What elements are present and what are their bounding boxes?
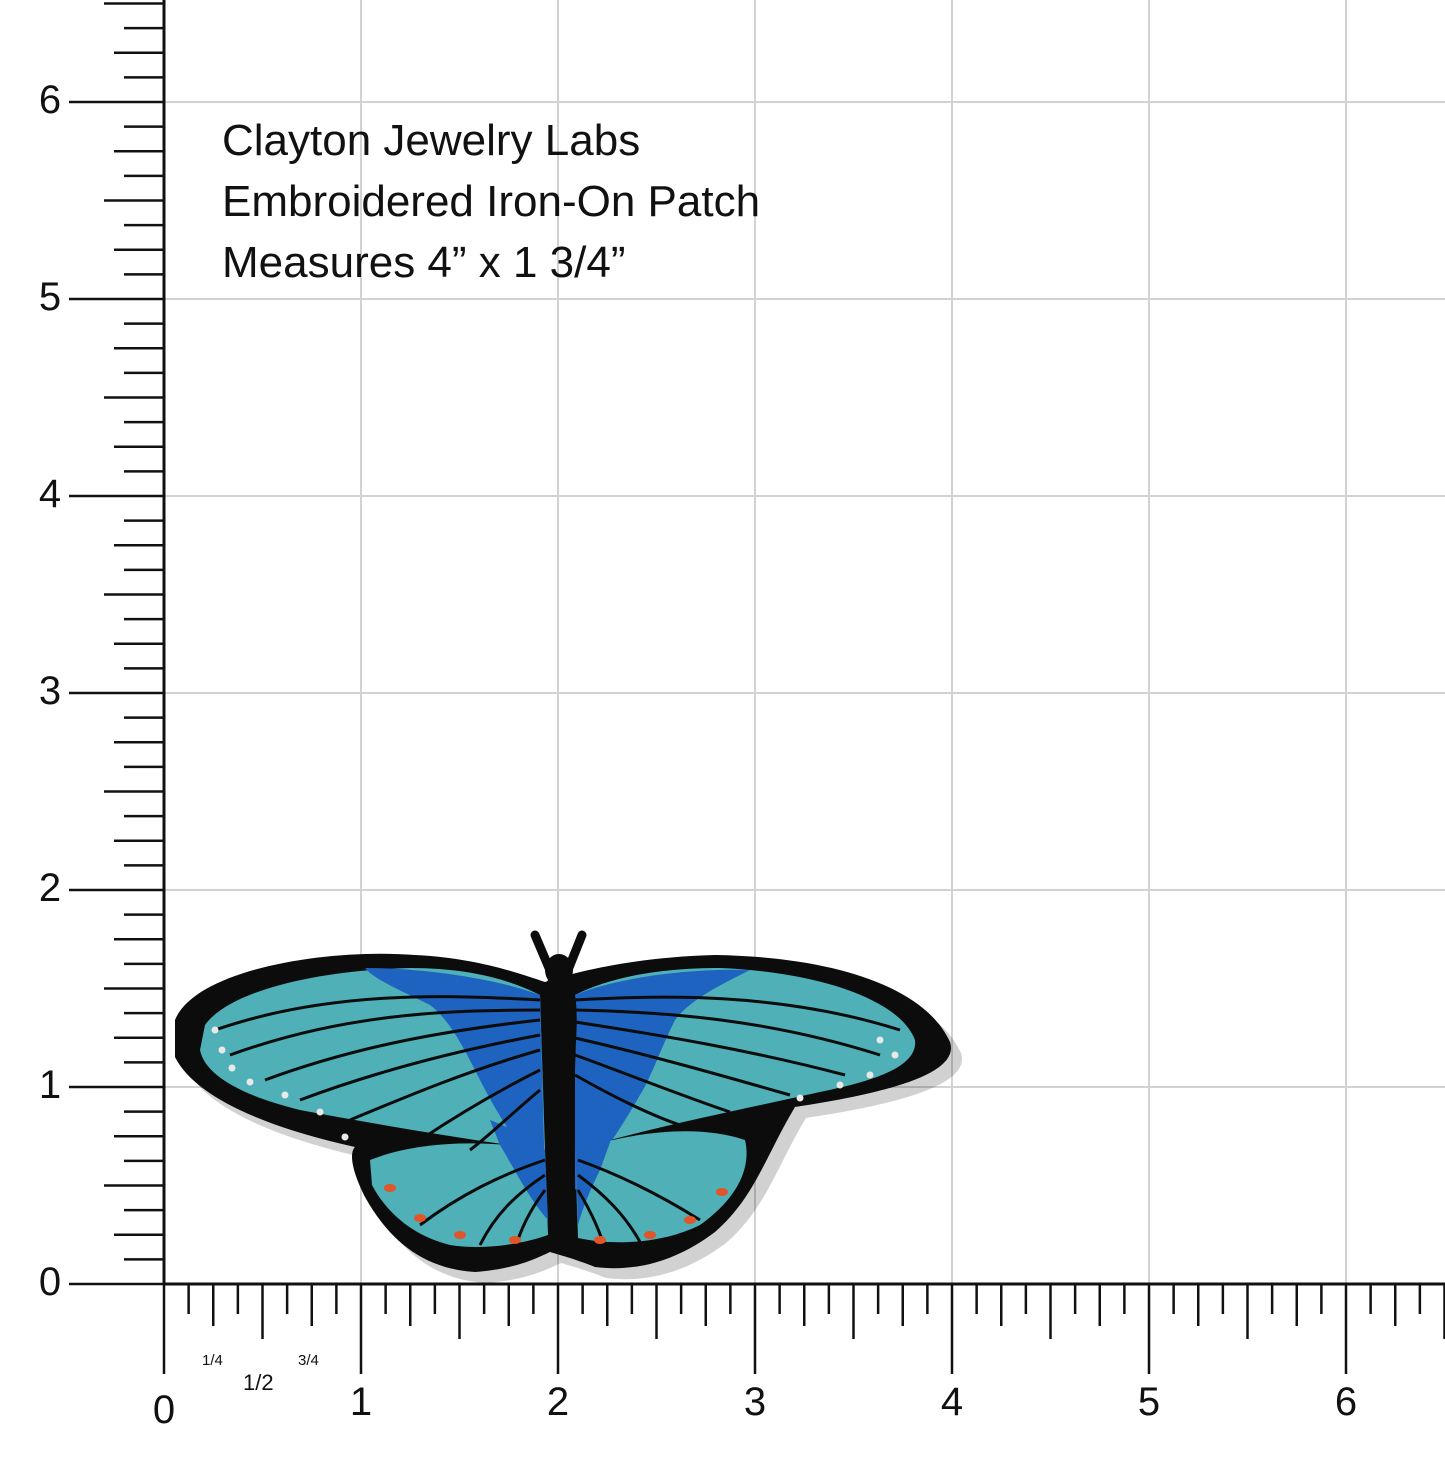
border-spots xyxy=(211,1026,899,1244)
white-spot xyxy=(341,1133,349,1141)
y-axis-label: 5 xyxy=(38,275,62,319)
y-axis-label: 6 xyxy=(38,78,62,122)
white-spot xyxy=(211,1026,219,1034)
right-hindwing-blue xyxy=(575,1115,620,1225)
y-axis-label: 1 xyxy=(38,1063,62,1107)
right-blue-patch xyxy=(575,969,750,1190)
x-axis-label: 0 xyxy=(152,1388,176,1432)
right-hindwing xyxy=(575,1131,747,1243)
orange-spot xyxy=(644,1231,656,1239)
white-spot xyxy=(281,1091,289,1099)
wing-veins xyxy=(214,995,901,1251)
left-hindwing xyxy=(370,1143,548,1247)
butterfly-patch xyxy=(175,930,963,1283)
left-blue-patch xyxy=(365,968,545,1180)
x-axis-label: 3 xyxy=(743,1380,767,1424)
x-axis-label: 5 xyxy=(1137,1380,1161,1424)
white-spot xyxy=(836,1081,844,1089)
x-axis-label: 4 xyxy=(940,1380,964,1424)
x-axis-label: 6 xyxy=(1334,1380,1358,1424)
orange-spot xyxy=(384,1184,396,1192)
fraction-half: 1/2 xyxy=(243,1370,274,1395)
white-spot xyxy=(218,1046,226,1054)
white-spot xyxy=(246,1078,254,1086)
white-spot xyxy=(891,1051,899,1059)
orange-spot xyxy=(414,1214,426,1222)
white-spot xyxy=(228,1064,236,1072)
white-spot xyxy=(866,1071,874,1079)
y-axis-label: 2 xyxy=(38,866,62,910)
white-spot xyxy=(796,1094,804,1102)
butterfly-head xyxy=(545,954,573,986)
y-axis-label: 3 xyxy=(38,669,62,713)
orange-spot xyxy=(454,1231,466,1239)
y-axis-label: 4 xyxy=(38,472,62,516)
white-spot xyxy=(316,1108,324,1116)
orange-spot xyxy=(509,1236,521,1244)
butterfly-body xyxy=(541,980,577,1232)
x-axis-label: 2 xyxy=(546,1380,570,1424)
fraction-quarter: 1/4 xyxy=(202,1352,223,1369)
y-axis-label: 0 xyxy=(38,1260,62,1304)
orange-spot xyxy=(684,1216,696,1224)
caption-size: Measures 4” x 1 3/4” xyxy=(222,238,626,287)
caption-product: Embroidered Iron-On Patch xyxy=(222,177,761,226)
caption-brand: Clayton Jewelry Labs xyxy=(222,116,641,165)
caption-block: Clayton Jewelry Labs Embroidered Iron-On… xyxy=(222,110,760,293)
white-spot xyxy=(876,1036,884,1044)
x-axis-label: 1 xyxy=(349,1380,373,1424)
orange-spot xyxy=(594,1236,606,1244)
orange-spot xyxy=(716,1188,728,1196)
fraction-three-quarter: 3/4 xyxy=(298,1352,319,1369)
